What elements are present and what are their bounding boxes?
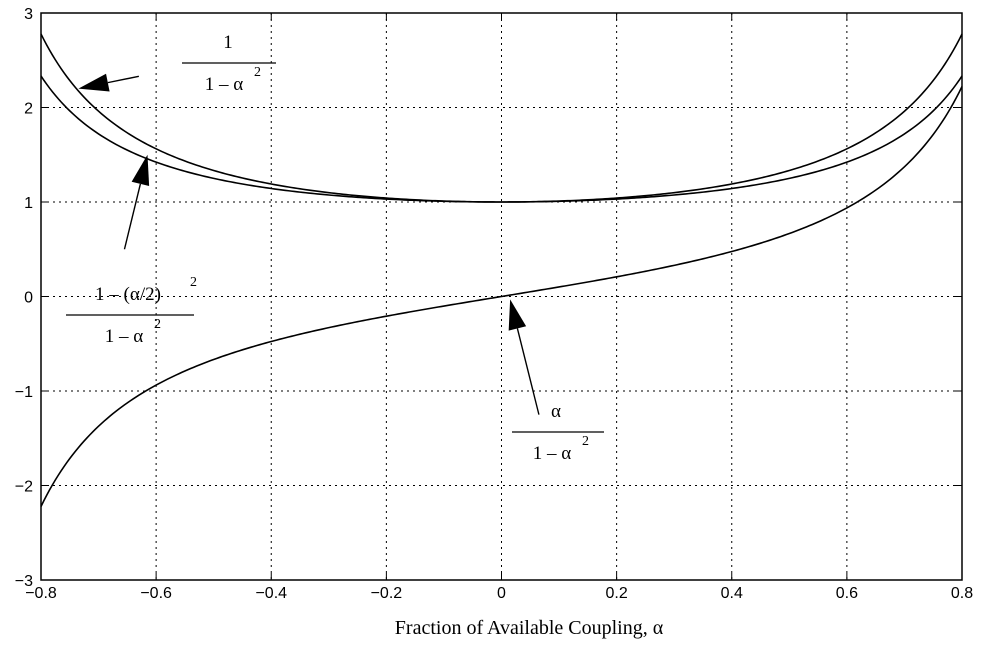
x-tick-label: −0.6 [140,585,172,602]
x-axis-label: Fraction of Available Coupling, α [395,617,664,639]
x-tick-label: −0.4 [255,585,287,602]
label-series-3-numerator: α [551,401,561,422]
label-series-2-numerator: 1 – (α/2) [95,284,161,305]
label-series-2: 1 – (α/2) 2 1 – α 2 [66,275,197,347]
annotation-arrow-2-head [131,154,150,187]
tick-layer: −0.8 −0.6 −0.4 −0.2 0 0.2 0.4 0.6 0.8 −3 −2 −1 0 1 2 3 [15,6,973,602]
annotation-arrow-1-head [78,73,110,92]
x-tick-label: 0.6 [836,585,858,602]
annotation-layer: 1 1 – α 2 1 – (α/2) 2 1 – α 2 α 1 – α 2 [66,32,604,464]
x-tick-label: 0.2 [606,585,628,602]
label-series-1-numerator: 1 [223,32,233,53]
x-tick-label: 0.4 [721,585,743,602]
label-series-2-numerator-exponent: 2 [190,275,197,290]
y-tick-label: −1 [15,384,33,401]
y-tick-label: −3 [15,573,33,590]
y-tick-label: −2 [15,479,33,496]
label-series-1-denominator: 1 – α [205,74,244,95]
y-tick-label: 2 [24,101,33,118]
label-series-1-exponent: 2 [254,65,261,80]
label-series-2-denominator: 1 – α [105,326,144,347]
annotation-arrow-3-head [508,299,527,331]
label-series-1: 1 1 – α 2 [182,32,276,95]
curve-layer [40,33,963,507]
series-line-3 [40,86,963,507]
annotation-arrow-2-shaft [123,183,142,250]
label-series-3-exponent: 2 [582,434,589,449]
x-tick-label: −0.2 [371,585,403,602]
y-tick-label: 0 [24,290,33,307]
label-series-3-denominator: 1 – α [533,443,572,464]
x-tick-label: 0.8 [951,585,973,602]
annotation-arrow-3-shaft [516,328,540,415]
annotation-arrow-1-shaft [107,75,139,84]
y-tick-label: 1 [24,195,33,212]
x-tick-label: −0.8 [25,585,57,602]
label-series-2-exponent: 2 [154,317,161,332]
label-series-3: α 1 – α 2 [512,401,604,464]
y-tick-label: 3 [24,6,33,23]
x-tick-label: 0 [497,585,506,602]
series-line-2 [40,75,963,203]
